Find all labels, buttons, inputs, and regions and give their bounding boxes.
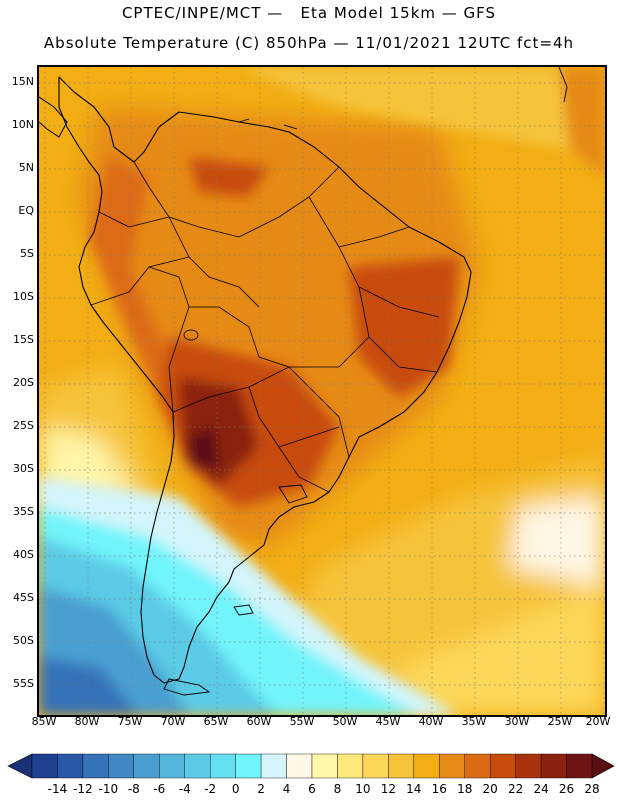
lon-label-45w: 45W <box>375 715 401 728</box>
colorbar-tick-label: 16 <box>432 782 447 796</box>
colorbar-swatch <box>260 753 287 779</box>
lon-label-55w: 55W <box>289 715 315 728</box>
lat-label-25s: 25S <box>13 419 34 432</box>
colorbar-tick-label: 10 <box>355 782 370 796</box>
field-pale-yellow <box>399 587 605 715</box>
field-deep-blue <box>39 657 139 715</box>
lat-label-10n: 10N <box>11 118 34 131</box>
lat-label-15n: 15N <box>11 75 34 88</box>
colorbar-swatch <box>439 753 465 779</box>
tierra-del-fuego <box>163 678 211 696</box>
colorbar-tick-label: 8 <box>334 782 342 796</box>
lat-label-30s: 30S <box>13 462 34 475</box>
temperature-map <box>37 65 607 717</box>
temperature-colorbar: -14 -12 -10 -8 -6 -4 -2 0 2 4 6 8 10 12 14 16 18 20 22 24 26… <box>7 753 615 796</box>
lat-label-eq: EQ <box>18 204 34 217</box>
colorbar-tick-label: -8 <box>128 782 140 796</box>
lon-label-40w: 40W <box>418 715 444 728</box>
colorbar-swatch <box>311 753 338 779</box>
colorbar-tick-label: 14 <box>406 782 421 796</box>
colorbar-swatch <box>337 753 364 779</box>
colorbar-tick-label: 24 <box>533 782 548 796</box>
lat-label-40s: 40S <box>13 548 34 561</box>
field-pacific-cream <box>39 427 139 497</box>
lat-label-45s: 45S <box>13 591 34 604</box>
lon-label-70w: 70W <box>160 715 186 728</box>
colorbar-swatch <box>159 753 185 779</box>
colorbar-swatch <box>540 753 567 779</box>
colorbar-swatch <box>133 753 160 779</box>
colorbar-tick-label: -2 <box>204 782 216 796</box>
lat-label-5n: 5N <box>18 161 34 174</box>
colorbar-tick-label: 4 <box>283 782 291 796</box>
country-borders <box>90 161 440 493</box>
colorbar-swatch <box>413 753 440 779</box>
lat-label-35s: 35S <box>13 505 34 518</box>
caribbean-islands <box>238 67 568 130</box>
field-cream-east <box>509 497 605 587</box>
lat-label-15s: 15S <box>13 333 34 346</box>
colorbar-tick-label: 12 <box>381 782 396 796</box>
lon-label-50w: 50W <box>332 715 358 728</box>
field-ne-brazil-hot <box>349 257 459 397</box>
lon-label-65w: 65W <box>203 715 229 728</box>
colorbar-tick-label: 28 <box>584 782 599 796</box>
colorbar-tick-label: -6 <box>153 782 165 796</box>
lat-label-55s: 55S <box>13 677 34 690</box>
lon-label-30w: 30W <box>504 715 530 728</box>
colorbar-swatch <box>464 753 491 779</box>
field-chaco-max <box>189 427 219 467</box>
colorbar-swatch <box>108 753 135 779</box>
colorbar-low-arrow <box>7 753 33 779</box>
colorbar-tick-label: -4 <box>179 782 191 796</box>
lon-label-80w: 80W <box>74 715 100 728</box>
colorbar-tick-label: -10 <box>99 782 119 796</box>
lon-label-25w: 25W <box>547 715 573 728</box>
map-title: CPTEC/INPE/MCT — Eta Model 15km — GFS <box>121 4 497 22</box>
colorbar-high-arrow <box>591 753 615 779</box>
colorbar-swatch <box>362 753 389 779</box>
lon-label-75w: 75W <box>117 715 143 728</box>
lon-label-35w: 35W <box>461 715 487 728</box>
colorbar-tick-label: 6 <box>308 782 316 796</box>
field-east-atlantic-hot <box>559 67 605 177</box>
central-america-coast <box>39 96 68 138</box>
colorbar-tick-label: 26 <box>559 782 574 796</box>
colorbar-tick-label: 22 <box>508 782 523 796</box>
colorbar-swatch <box>515 753 542 779</box>
colorbar-swatch <box>566 753 593 779</box>
colorbar-swatch <box>31 753 58 779</box>
lon-label-60w: 60W <box>246 715 272 728</box>
lat-label-20s: 20S <box>13 376 34 389</box>
colorbar-swatch <box>82 753 109 779</box>
colorbar-swatch <box>57 753 84 779</box>
colorbar-tick-label: 20 <box>483 782 498 796</box>
colorbar-swatch <box>184 753 211 779</box>
colorbar-swatch <box>388 753 415 779</box>
lon-label-85w: 85W <box>31 715 57 728</box>
colorbar-swatch <box>209 753 236 779</box>
colorbar-swatch <box>489 753 516 779</box>
colorbar-swatch <box>235 753 262 779</box>
colorbar-tick-label: 18 <box>457 782 472 796</box>
colorbar-tick-label: -14 <box>48 782 68 796</box>
field-venezuela-hot <box>189 157 269 197</box>
map-subtitle: Absolute Temperature (C) 850hPa — 11/01/… <box>43 34 575 52</box>
lon-label-20w: 20W <box>585 715 611 728</box>
colorbar-tick-label: -12 <box>73 782 93 796</box>
continent-coastline <box>58 76 472 684</box>
lat-label-5s: 5S <box>20 247 34 260</box>
colorbar-swatch <box>286 753 313 779</box>
lat-label-50s: 50S <box>13 634 34 647</box>
colorbar-tick-label: 0 <box>232 782 240 796</box>
falkland-islands <box>233 604 254 616</box>
lat-label-10s: 10S <box>13 290 34 303</box>
colorbar-tick-label: 2 <box>257 782 265 796</box>
field-caribbean-yellow <box>239 67 605 157</box>
grid-lines <box>39 67 605 715</box>
lake-titicaca <box>183 329 199 341</box>
field-andes-band <box>89 157 189 397</box>
uruguay-coast <box>278 484 308 504</box>
